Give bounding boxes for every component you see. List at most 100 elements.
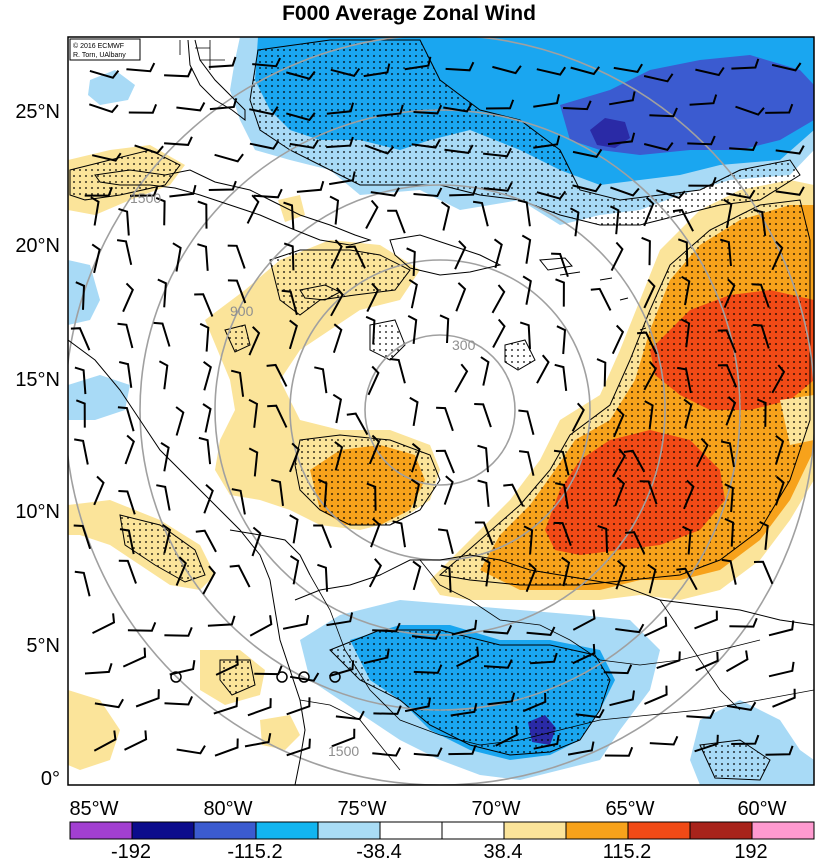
wind-barb (554, 482, 569, 509)
wind-barb (288, 319, 298, 350)
coastline-panama (229, 529, 311, 576)
wind-barb (330, 68, 361, 78)
wind-barb (482, 147, 512, 158)
wind-barb (413, 664, 443, 674)
wind-barb (317, 478, 328, 508)
stipple-small1 (369, 319, 406, 361)
wind-barb (517, 199, 531, 227)
wind-barb (695, 437, 709, 468)
wind-barb (551, 252, 569, 278)
wind-barb (249, 106, 279, 116)
border-colombia (309, 574, 481, 746)
lat-label-15n: 15°N (15, 369, 60, 391)
light-blue-left (88, 70, 135, 105)
wind-barb (365, 315, 376, 345)
wind-barb (169, 184, 197, 198)
wind-barb (345, 245, 366, 269)
wind-barb (525, 562, 537, 593)
wind-barb (330, 287, 344, 317)
wind-barb (389, 358, 406, 384)
wind-barb (370, 187, 400, 197)
wind-barb (683, 479, 695, 510)
wind-barb (609, 205, 620, 235)
wind-barb (759, 521, 769, 550)
wind-barb (329, 195, 340, 225)
wind-barb (613, 63, 643, 74)
wind-barb (753, 208, 767, 237)
stipple-small4 (699, 739, 771, 781)
wind-barb (370, 517, 381, 548)
wind-barb (175, 406, 185, 436)
range-ring-900 (214, 184, 666, 636)
wind-barb (735, 105, 765, 116)
wind-barb (725, 396, 737, 426)
wind-barb (554, 363, 568, 392)
colorbar-segment (379, 821, 443, 840)
wind-barb (164, 136, 193, 146)
wind-barb (751, 283, 770, 308)
wind-barb (518, 450, 535, 476)
wind-barb (687, 135, 716, 146)
wind-barb (372, 622, 401, 633)
wind-barb (118, 490, 136, 515)
wind-barb (376, 104, 404, 117)
stipple-small5 (224, 324, 251, 353)
wind-barb (689, 94, 718, 106)
ring-label-300: 300 (452, 337, 476, 353)
wind-barb (368, 558, 383, 588)
wind-barb (610, 186, 640, 197)
wind-barb (656, 651, 681, 670)
wind-barb (248, 398, 259, 428)
wind-barb (281, 289, 298, 316)
wind-barb (88, 103, 119, 114)
lon-label-60w: 60°W (737, 798, 786, 820)
wind-barb (329, 660, 355, 677)
wind-barb (768, 661, 795, 678)
lon-label-75w: 75°W (337, 798, 386, 820)
longitude-labels: 85°W 80°W 75°W 70°W 65°W 60°W (69, 798, 786, 820)
wind-barb (523, 525, 534, 555)
wind-barb (729, 617, 758, 628)
wind-barb (126, 62, 156, 73)
wind-barb (410, 442, 421, 473)
wind-barb (437, 528, 454, 555)
wind-barb (75, 399, 86, 428)
wind-barb (556, 325, 567, 355)
wind-barb (555, 278, 565, 307)
wind-barb (572, 609, 596, 631)
wind-barb (536, 354, 550, 384)
colorbar-segment (69, 821, 133, 840)
wind-barb (686, 709, 716, 719)
wind-barb (90, 196, 100, 226)
wind-barb (649, 735, 679, 746)
wind-barb (392, 520, 406, 548)
wind-barb (567, 741, 595, 756)
wind-barb (729, 141, 758, 151)
wind-barb (472, 200, 489, 227)
wind-barb (775, 186, 805, 196)
wind-barb (752, 323, 770, 349)
wind-barb (283, 242, 295, 271)
wind-barb (248, 447, 259, 477)
wind-barb (456, 646, 480, 668)
wind-barb (553, 449, 570, 476)
colorbar (69, 821, 815, 840)
wind-barb (480, 356, 490, 386)
wind-barb (247, 698, 272, 717)
station-marker-2 (276, 671, 288, 683)
wind-barb (91, 152, 122, 162)
wind-barb (677, 238, 689, 267)
wind-barb (253, 188, 283, 199)
wind-barb (681, 275, 691, 306)
wind-barb (474, 521, 494, 546)
ring-label-1500-nw: 1500 (130, 190, 161, 206)
credit-line-1: © 2016 ECMWF (73, 42, 124, 50)
wind-barb (536, 190, 567, 200)
wind-barb (695, 66, 725, 77)
wind-barb (367, 365, 380, 396)
lon-label-80w: 80°W (203, 798, 252, 820)
wind-barb (483, 182, 513, 192)
wind-barb (530, 652, 558, 665)
colorbar-tick-4: 38.4 (484, 841, 523, 861)
stipple-ridge (269, 249, 411, 316)
